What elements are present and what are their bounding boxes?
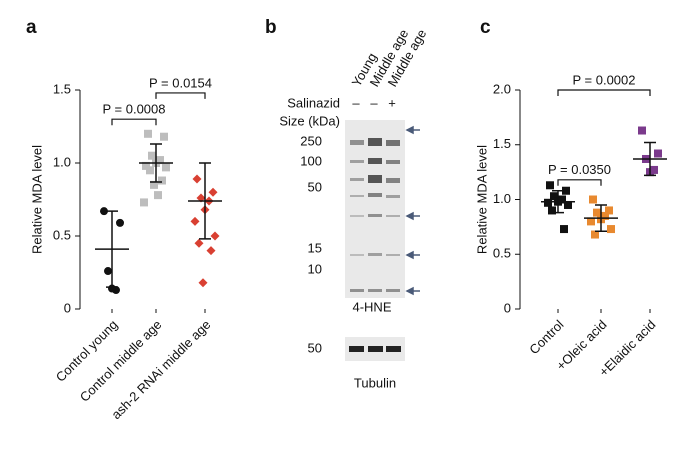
data-point xyxy=(564,200,572,209)
data-point xyxy=(144,129,152,138)
data-point xyxy=(638,126,646,135)
loading-label: Tubulin xyxy=(354,375,396,390)
y-tick-label: 0.5 xyxy=(493,246,511,261)
data-point xyxy=(116,218,124,227)
p-value: P = 0.0350 xyxy=(548,162,611,177)
treatment-sign: – xyxy=(370,95,378,110)
data-point xyxy=(544,198,552,207)
data-point xyxy=(654,149,662,158)
data-point xyxy=(158,176,166,185)
data-point xyxy=(210,231,220,241)
error-bar xyxy=(595,204,607,233)
data-point xyxy=(150,180,158,189)
size-marker: 10 xyxy=(308,261,322,276)
data-point xyxy=(605,206,613,215)
data-point xyxy=(206,246,216,256)
data-point xyxy=(198,278,208,288)
y-tick-label: 2.0 xyxy=(493,81,511,96)
treatment-sign: + xyxy=(388,95,396,110)
p-value: P = 0.0002 xyxy=(572,72,635,87)
y-tick-label: 1.5 xyxy=(53,81,71,96)
significance-bracket xyxy=(557,179,602,186)
blot-panel xyxy=(345,120,420,361)
size-marker: 100 xyxy=(300,153,322,168)
data-point xyxy=(140,198,148,207)
data-point xyxy=(550,192,558,201)
y-tick-label: 1.0 xyxy=(493,191,511,206)
data-point xyxy=(591,230,599,239)
data-point xyxy=(154,191,162,200)
blot-bands xyxy=(350,138,400,292)
size-marker: 50 xyxy=(308,179,322,194)
data-point xyxy=(589,195,597,204)
panel-label: c xyxy=(480,17,491,38)
tubulin-bands xyxy=(349,346,401,352)
data-point xyxy=(560,225,568,234)
antibody-label: 4-HNE xyxy=(352,299,391,314)
y-axis-title: Relative MDA level xyxy=(474,145,489,254)
data-point xyxy=(104,267,112,276)
data-point xyxy=(593,208,601,217)
treatment-sign: – xyxy=(352,95,360,110)
x-tick-label: Control middle age xyxy=(77,317,165,405)
treatment-label: Salinazid xyxy=(287,95,340,110)
size-marker: 50 xyxy=(308,340,322,355)
significance-bracket xyxy=(155,92,206,99)
significance-bracket xyxy=(111,118,157,126)
data-point xyxy=(194,238,204,248)
data-point xyxy=(100,207,108,216)
blot-image xyxy=(345,120,405,298)
data-point xyxy=(548,206,556,215)
data-point xyxy=(190,216,200,226)
size-label: Size (kDa) xyxy=(279,113,340,128)
error-bar xyxy=(106,210,118,288)
data-point xyxy=(160,132,168,141)
data-point xyxy=(562,186,570,195)
data-point xyxy=(546,181,554,190)
panel-label: b xyxy=(265,17,277,38)
data-point xyxy=(208,187,218,197)
p-value: P = 0.0154 xyxy=(149,75,212,90)
data-point xyxy=(192,174,202,184)
error-bar xyxy=(644,141,656,177)
x-tick-label: Control xyxy=(526,317,566,357)
data-point xyxy=(162,163,170,172)
y-tick-label: 0.5 xyxy=(53,227,71,242)
y-tick-label: 1.5 xyxy=(493,136,511,151)
error-bar xyxy=(150,143,162,183)
data-point xyxy=(146,166,154,175)
y-tick-label: 0 xyxy=(504,300,511,315)
size-marker: 250 xyxy=(300,133,322,148)
data-point xyxy=(587,217,595,226)
x-tick-label: ash-2 RNAi middle age xyxy=(108,317,213,422)
data-point xyxy=(142,161,150,170)
significance-bracket xyxy=(557,89,651,96)
y-axis-title: Relative MDA level xyxy=(29,145,44,254)
data-point xyxy=(607,225,615,234)
data-point xyxy=(148,151,156,160)
error-bar xyxy=(199,162,211,240)
y-tick-label: 0 xyxy=(64,300,71,315)
y-tick-label: 1.0 xyxy=(53,154,71,169)
size-marker: 15 xyxy=(308,240,322,255)
panel-label: a xyxy=(26,17,37,38)
error-bar xyxy=(552,189,564,214)
p-value: P = 0.0008 xyxy=(102,102,165,117)
band-arrows xyxy=(405,125,420,296)
